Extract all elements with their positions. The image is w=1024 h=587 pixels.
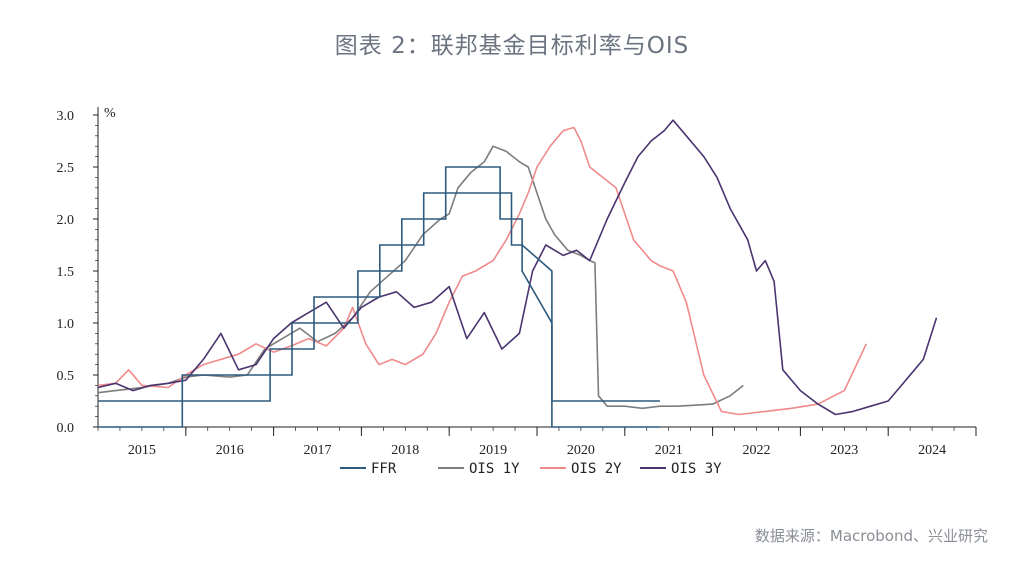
series-layer: [97, 119, 938, 428]
x-tick-label: 2024: [918, 443, 946, 458]
y-tick-label: 2.0: [57, 213, 75, 228]
legend-label: OIS 3Y: [671, 461, 722, 477]
series-ffr-line: [98, 166, 660, 402]
x-tick-label: 2015: [128, 443, 156, 458]
x-tick-label: 2021: [655, 443, 683, 458]
x-tick-label: 2023: [830, 443, 858, 458]
legend-label: OIS 2Y: [571, 461, 622, 477]
legend-label: FFR: [371, 461, 397, 477]
y-tick-label: 2.5: [57, 161, 75, 176]
x-tick-label: 2018: [391, 443, 419, 458]
x-tick-label: 2020: [567, 443, 595, 458]
y-tick-label: 1.0: [57, 317, 75, 332]
y-tick-label: 3.0: [57, 109, 75, 124]
unit-label: %: [104, 106, 116, 121]
series-ois-3y-line: [97, 119, 938, 416]
series-ffr-line: [98, 192, 660, 428]
series-ois-2y-line: [97, 126, 868, 416]
y-tick-label: 0.0: [57, 421, 75, 436]
y-tick-label: 1.5: [57, 265, 75, 280]
legend: FFR OIS 1Y OIS 2Y OIS 3Y: [340, 461, 722, 477]
axes: 0.0 0.5 1.0 1.5 2.0 2.5 3.0 % 2015 2016 2017 2018 20…: [57, 106, 977, 458]
x-tick-label: 2017: [304, 443, 332, 458]
chart-title: 图表 2：联邦基金目标利率与OIS: [334, 33, 690, 59]
x-tick-label: 2016: [216, 443, 244, 458]
x-tick-label: 2019: [479, 443, 507, 458]
x-tick-label: 2022: [743, 443, 771, 458]
y-tick-label: 0.5: [57, 369, 75, 384]
legend-label: OIS 1Y: [469, 461, 520, 477]
source-note: 数据来源：Macrobond、兴业研究: [754, 527, 988, 545]
